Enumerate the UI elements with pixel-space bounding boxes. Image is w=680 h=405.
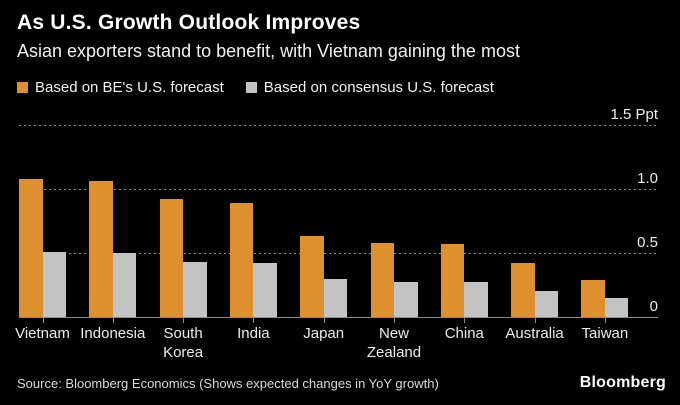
bar-china-be-forecast <box>440 244 465 317</box>
bar-vietnam-consensus-forecast <box>42 252 66 317</box>
bar-new-zealand-be-forecast <box>370 243 394 317</box>
x-axis-tick-india <box>253 318 255 323</box>
bar-india-be-forecast <box>229 203 254 317</box>
x-axis-tick-vietnam <box>42 318 44 323</box>
source-text: Source: Bloomberg Economics (Shows expec… <box>17 376 439 391</box>
legend-label: Based on BE's U.S. forecast <box>35 79 224 96</box>
bar-australia-be-forecast <box>511 263 535 317</box>
bar-taiwan-be-forecast <box>581 280 605 317</box>
y-axis-label-1.0: 1.0 <box>637 170 658 187</box>
category-label-india: India <box>237 325 270 342</box>
bar-india-consensus-forecast <box>253 263 277 317</box>
category-label-australia: Australia <box>505 325 564 342</box>
gray-swatch-icon <box>245 82 257 93</box>
category-label-vietnam: Vietnam <box>15 325 70 342</box>
category-label-new-zealand: New Zealand <box>366 325 422 361</box>
bar-australia-consensus-forecast <box>534 291 559 317</box>
gridline-1.0 <box>19 189 657 190</box>
x-axis-tick-japan <box>323 318 325 323</box>
legend-label: Based on consensus U.S. forecast <box>263 79 494 96</box>
category-label-taiwan: Taiwan <box>581 325 629 342</box>
bar-south-korea-consensus-forecast <box>183 262 207 317</box>
y-axis-label-0: 0 <box>649 298 658 315</box>
chart-legend: Based on BE's U.S. forecast Based on con… <box>17 79 494 96</box>
x-axis-tick-taiwan <box>604 318 606 323</box>
x-axis-baseline <box>19 317 658 318</box>
category-label-china: China <box>444 325 484 342</box>
bloomberg-logo: Bloomberg <box>579 374 666 391</box>
legend-item-be-forecast: Based on BE's U.S. forecast <box>17 79 224 96</box>
bar-indonesia-consensus-forecast <box>112 253 137 317</box>
x-axis-tick-china <box>464 318 466 323</box>
category-label-south-korea: South Korea <box>163 325 204 361</box>
chart-title: As U.S. Growth Outlook Improves <box>17 11 361 34</box>
bar-taiwan-consensus-forecast <box>604 298 629 317</box>
gridline-1.5-ppt <box>19 125 657 126</box>
y-axis-label-1.5-ppt: 1.5 Ppt <box>610 106 658 123</box>
bar-indonesia-be-forecast <box>89 181 113 317</box>
x-axis-tick-new-zealand <box>394 318 395 323</box>
bar-new-zealand-consensus-forecast <box>394 282 418 317</box>
y-axis-label-0.5: 0.5 <box>637 234 658 251</box>
bar-vietnam-be-forecast <box>19 179 43 317</box>
x-axis-tick-australia <box>534 318 536 323</box>
category-label-japan: Japan <box>303 325 345 342</box>
category-label-indonesia: Indonesia <box>80 325 146 342</box>
orange-swatch-icon <box>17 82 28 93</box>
bar-japan-be-forecast <box>300 236 324 317</box>
bar-japan-consensus-forecast <box>323 279 348 317</box>
gridline-0.5 <box>19 253 657 254</box>
chart-subtitle: Asian exporters stand to benefit, with V… <box>17 41 520 61</box>
x-axis-tick-south-korea <box>183 318 185 323</box>
bar-south-korea-be-forecast <box>159 199 184 317</box>
x-axis-tick-indonesia <box>112 318 114 323</box>
legend-item-consensus-forecast: Based on consensus U.S. forecast <box>245 79 494 96</box>
bar-china-consensus-forecast <box>464 282 488 317</box>
